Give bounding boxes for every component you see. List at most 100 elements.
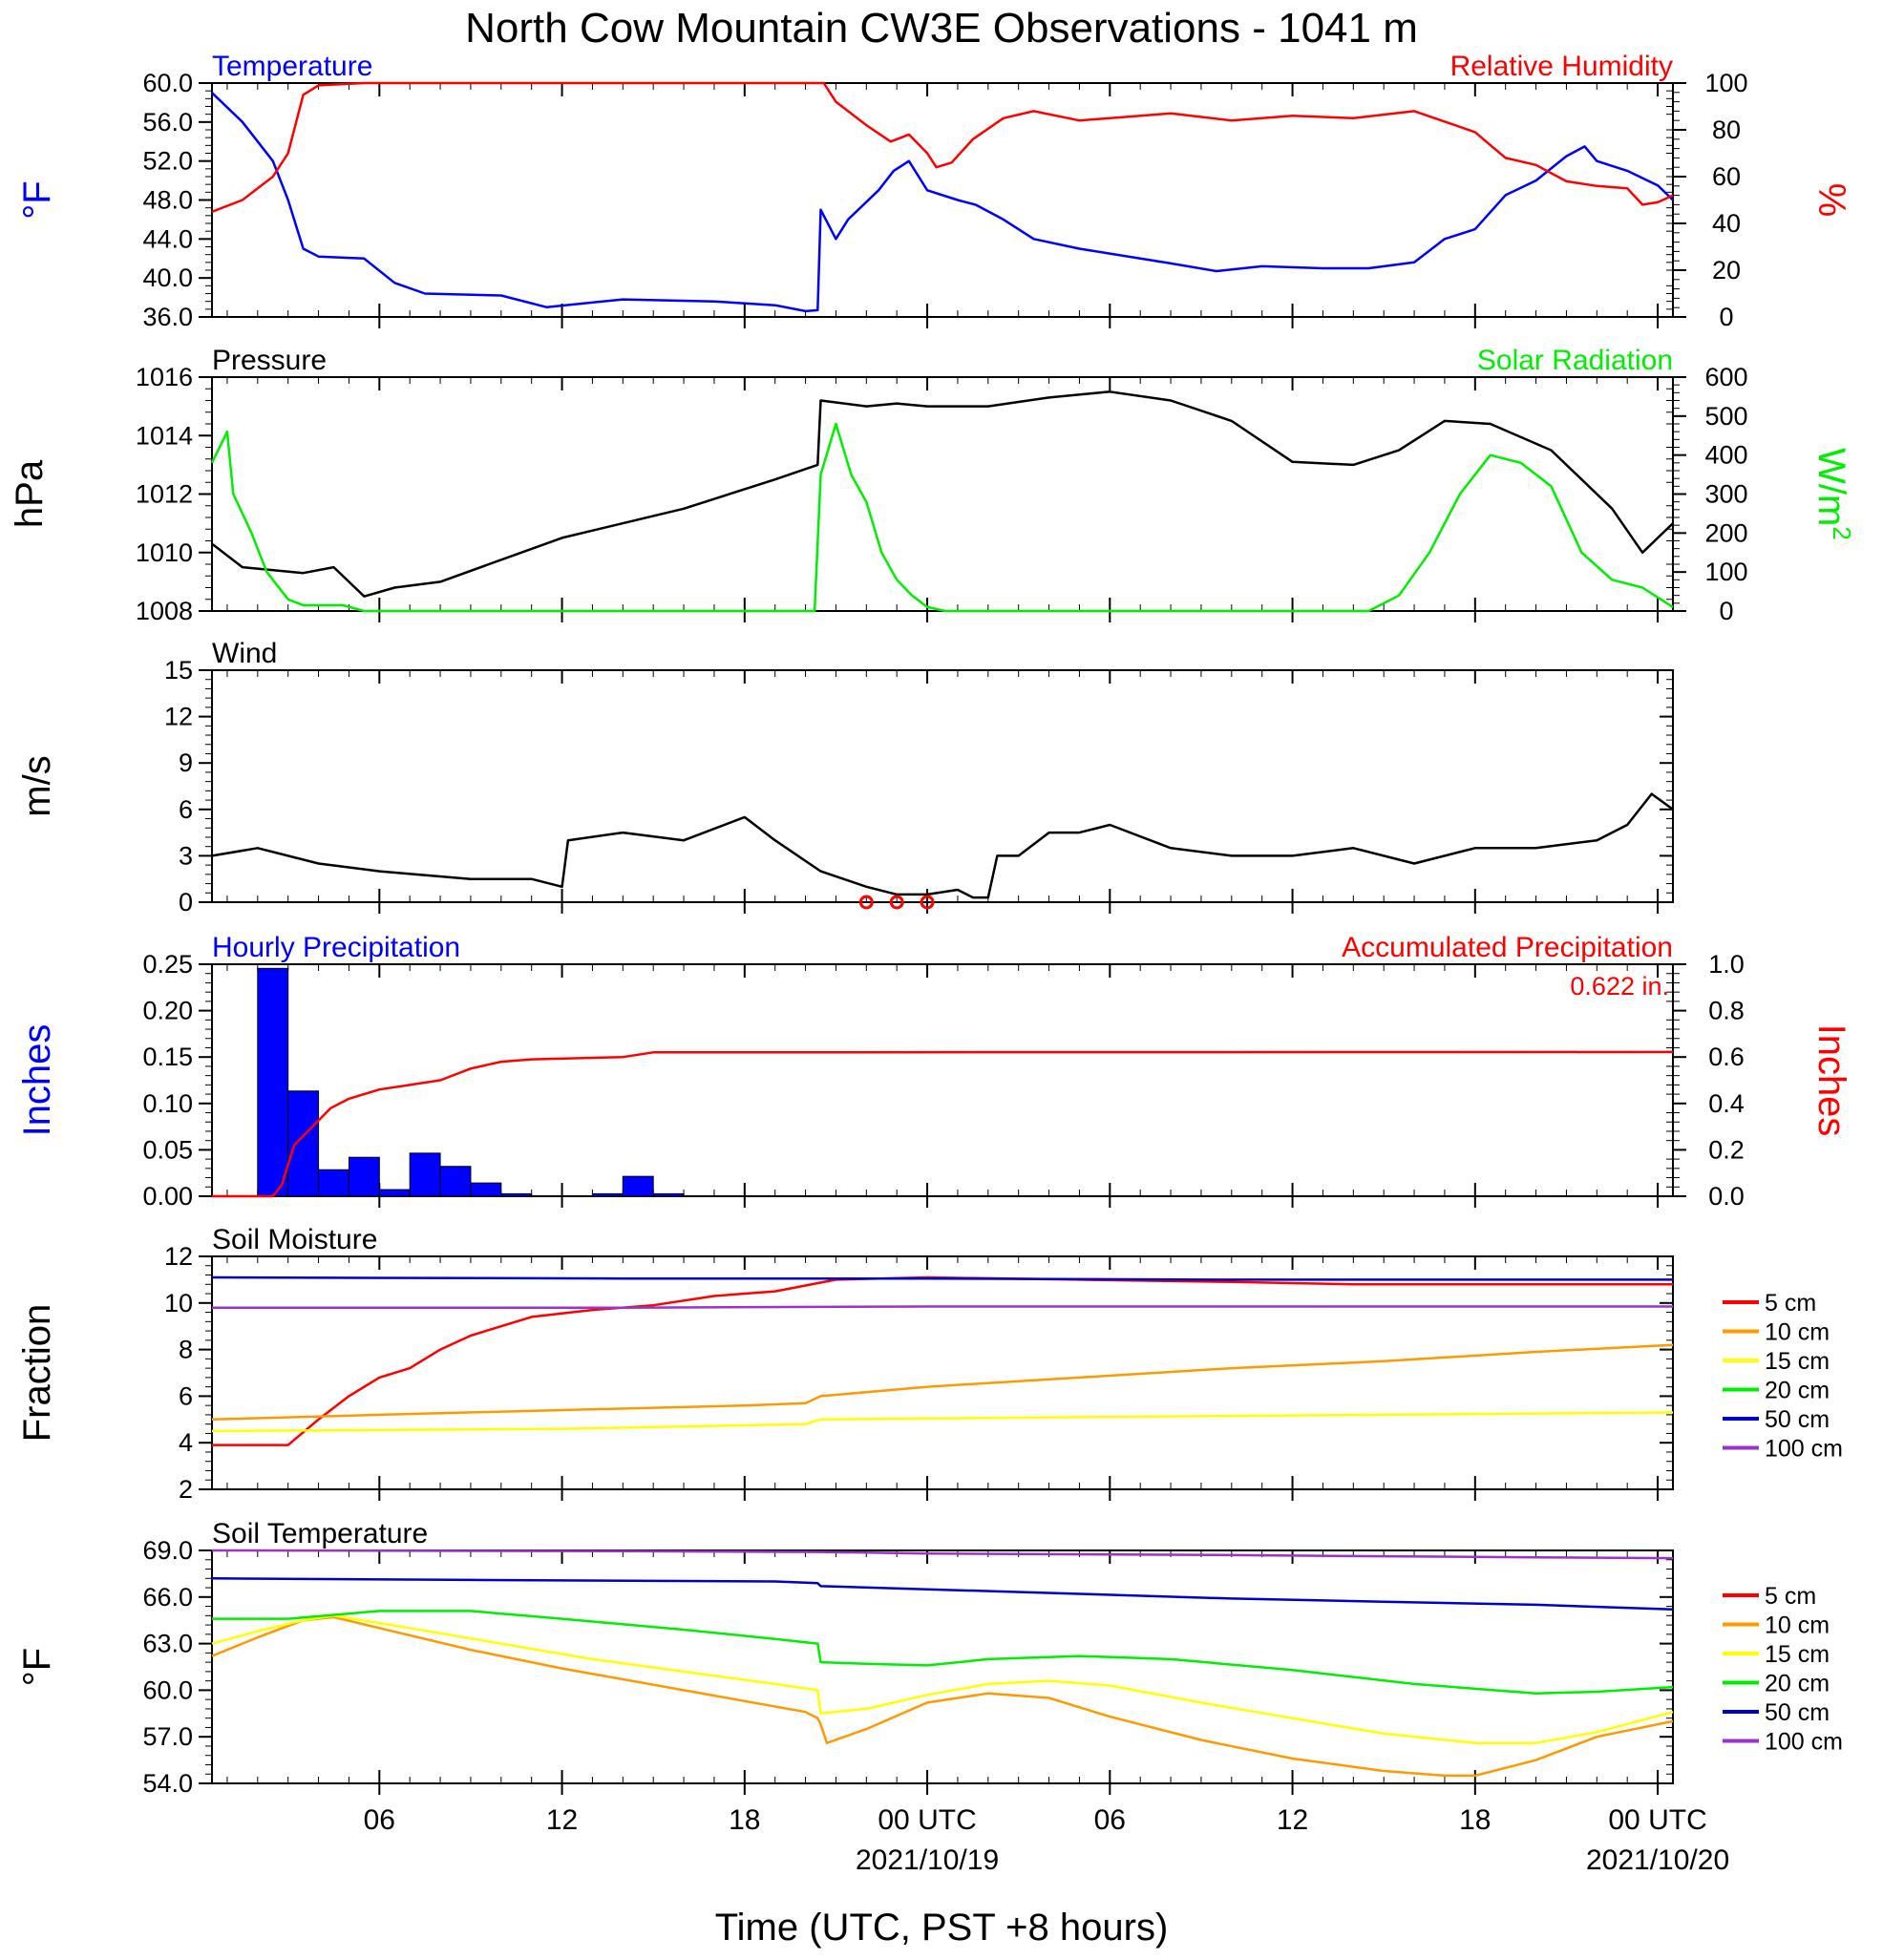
panel-title-left: Pressure — [212, 345, 327, 376]
y-tick-label-left: 1012 — [136, 480, 193, 509]
x-tick-label: 00 UTC — [878, 1804, 976, 1836]
panel-frame — [211, 1549, 1674, 1784]
series-line-d50 — [211, 1275, 1673, 1281]
y-tick-label-left: 54.0 — [142, 1769, 193, 1798]
precip-bar — [622, 1175, 654, 1197]
y-tick-label-left: 12 — [164, 703, 193, 731]
panel-frame — [211, 669, 1674, 903]
y-tick-label-right: 500 — [1704, 402, 1747, 431]
legend-label: 50 cm — [1765, 1699, 1830, 1726]
y-tick-label-left: 0.25 — [142, 950, 193, 979]
x-tick-label: 06 — [1094, 1804, 1126, 1836]
y-tick-label-left: 6 — [179, 1381, 193, 1410]
panel-soil_temp: 54.0 57.0 60.0 63.0 66.0 69.0 Soil Temperature… — [16, 1518, 1843, 1798]
y-tick-label-left: 0.15 — [142, 1043, 193, 1071]
y-tick-label-left: 3 — [179, 841, 193, 870]
y-axis-label-right: Inches — [1810, 1024, 1852, 1137]
y-tick-label-left: 1016 — [136, 363, 193, 391]
y-tick-label-left: 66.0 — [142, 1583, 193, 1612]
panel-frame — [211, 1255, 1674, 1490]
precip-bar — [318, 1169, 349, 1197]
precip-bar — [378, 1189, 411, 1197]
y-tick-label-left: 56.0 — [142, 108, 193, 137]
y-tick-label-right: 200 — [1704, 518, 1747, 547]
x-tick-label: 06 — [364, 1804, 395, 1836]
y-tick-label-left: 0.20 — [142, 997, 193, 1025]
panel-title-right: Solar Radiation — [1477, 345, 1673, 376]
series-line-d15 — [211, 1614, 1674, 1744]
accumulated-total-label: 0.622 in. — [1570, 972, 1669, 1001]
series-line-precip_accum — [212, 1050, 1674, 1198]
series-line-solar — [210, 422, 1674, 613]
x-tick-label: 18 — [1459, 1804, 1491, 1836]
panel-title-right: Relative Humidity — [1450, 51, 1673, 82]
precip-bar — [348, 1156, 380, 1197]
y-tick-label-right: 100 — [1704, 558, 1747, 586]
panel-title-left: Hourly Precipitation — [212, 932, 460, 963]
panel-title-left: Temperature — [212, 51, 372, 82]
series-line-d50 — [211, 1577, 1674, 1612]
y-tick-label-left: 0.05 — [142, 1135, 193, 1164]
series-line-pressure — [211, 390, 1674, 598]
x-tick-label: 12 — [1277, 1804, 1308, 1836]
y-tick-label-left: 69.0 — [142, 1536, 193, 1565]
y-tick-label-right: 0.2 — [1708, 1135, 1745, 1164]
y-tick-label-right: 0.0 — [1708, 1182, 1745, 1211]
y-tick-label-left: 0.00 — [142, 1182, 193, 1211]
panel-title-left: Soil Temperature — [212, 1518, 428, 1549]
chart-title: North Cow Mountain CW3E Observations - 1… — [465, 5, 1418, 52]
y-tick-label-left: 1008 — [136, 597, 193, 625]
y-tick-label-left: 15 — [164, 656, 193, 685]
y-axis-label-right: W/m2 — [1810, 448, 1856, 540]
x-tick-label: 12 — [546, 1804, 578, 1836]
y-axis-label-left: °F — [16, 1648, 58, 1686]
series-line-d20 — [212, 1610, 1674, 1695]
panels-layer: 36.040.044.048.052.056.060.0020406080100… — [9, 51, 1856, 1876]
calm-wind-marker — [858, 895, 874, 910]
y-tick-label-right: 0.4 — [1708, 1089, 1745, 1118]
legend-label: 20 cm — [1765, 1378, 1830, 1404]
y-axis-label-superscript: 2 — [1828, 526, 1856, 539]
y-tick-label-right: 0 — [1719, 303, 1733, 331]
y-axis-label-left: hPa — [9, 459, 51, 528]
y-axis-label-left: m/s — [16, 755, 58, 816]
y-tick-label-left: 1014 — [136, 421, 193, 450]
y-tick-label-left: 44.0 — [142, 224, 193, 253]
y-tick-label-left: 52.0 — [142, 147, 193, 176]
legend-label: 50 cm — [1765, 1406, 1830, 1433]
y-tick-label-left: 6 — [179, 795, 193, 824]
x-axis-label: Time (UTC, PST +8 hours) — [715, 1907, 1169, 1949]
legend-label: 15 cm — [1765, 1641, 1830, 1668]
precip-bar — [257, 967, 289, 1197]
y-tick-label-left: 63.0 — [142, 1630, 193, 1658]
x-tick-date-label: 2021/10/20 — [1586, 1844, 1729, 1876]
y-tick-label-left: 9 — [179, 748, 193, 777]
y-tick-label-right: 80 — [1712, 116, 1741, 144]
series-line-humidity — [211, 81, 1674, 213]
legend-label: 100 cm — [1765, 1436, 1843, 1463]
x-tick-label: 18 — [729, 1804, 760, 1836]
series-line-d100 — [211, 1549, 1674, 1560]
y-tick-label-left: 60.0 — [142, 69, 193, 97]
panel-frame — [211, 82, 1674, 318]
precip-bar — [439, 1166, 472, 1197]
y-tick-label-left: 2 — [179, 1475, 193, 1504]
precip-bar — [409, 1152, 441, 1197]
y-tick-label-right: 600 — [1704, 363, 1747, 391]
y-tick-label-left: 36.0 — [142, 303, 193, 331]
series-line-d5 — [212, 1275, 1673, 1446]
legend-label: 5 cm — [1765, 1583, 1816, 1610]
y-tick-label-left: 60.0 — [142, 1675, 193, 1704]
precip-bar — [500, 1192, 533, 1197]
precip-bar — [470, 1182, 502, 1197]
y-tick-label-left: 40.0 — [142, 263, 193, 292]
legend-label: 15 cm — [1765, 1348, 1830, 1375]
series-line-d100 — [212, 1305, 1673, 1309]
y-tick-label-left: 1010 — [136, 538, 193, 567]
series-line-wind — [211, 792, 1674, 899]
precip-bar — [591, 1192, 624, 1197]
legend-label: 10 cm — [1765, 1612, 1830, 1639]
calm-wind-marker — [920, 895, 935, 910]
y-axis-label-left: Inches — [16, 1024, 58, 1137]
